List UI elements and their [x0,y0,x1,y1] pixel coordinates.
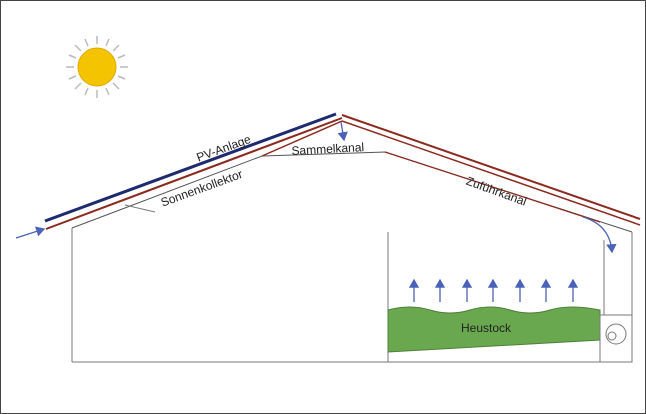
hay-label: Heustock [461,321,512,335]
leader-lines [124,204,156,213]
sun [66,36,128,98]
air-arrows [15,121,617,302]
fan [599,314,633,363]
collecting-duct-label: Sammelkanal [291,140,364,158]
hay-stack [387,306,601,353]
roof [44,112,641,233]
